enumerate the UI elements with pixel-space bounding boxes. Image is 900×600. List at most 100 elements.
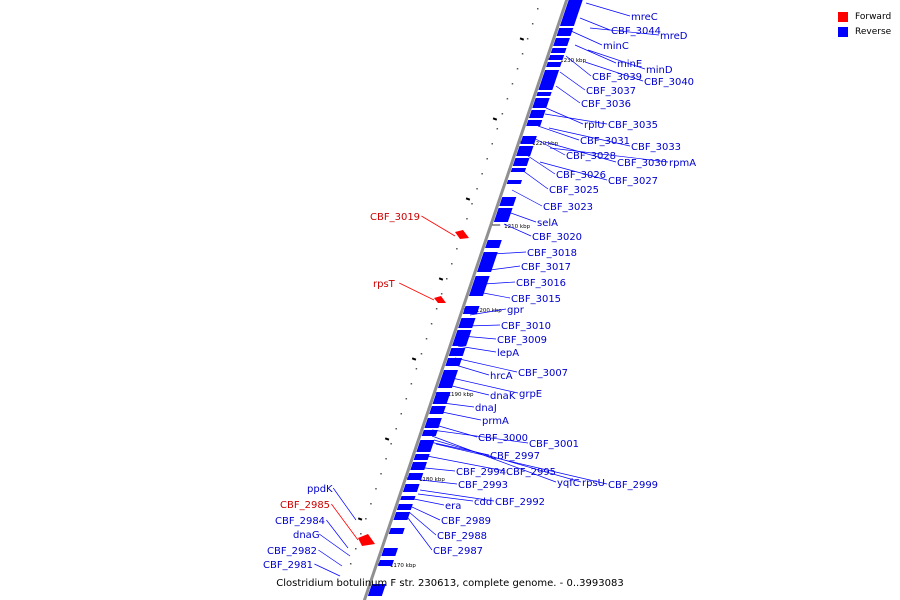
track-dot xyxy=(466,218,468,220)
gene-label[interactable]: CBF_3040 xyxy=(644,77,694,88)
track-dot xyxy=(440,293,443,295)
reverse-gene-block xyxy=(526,120,543,126)
reverse-gene-block xyxy=(528,110,546,118)
track-dot xyxy=(526,38,529,40)
gene-label[interactable]: CBF_2992 xyxy=(495,497,545,508)
track-dot xyxy=(430,323,433,325)
gene-label[interactable]: dnaJ xyxy=(475,403,497,414)
track-dash xyxy=(411,357,417,361)
scale-tick-label: 1170 kbp xyxy=(390,563,416,569)
reverse-gene-block xyxy=(520,136,537,144)
gene-label[interactable]: CBF_3020 xyxy=(532,232,582,243)
gene-label[interactable]: rpmA xyxy=(669,158,696,169)
gene-label[interactable]: CBF_3030 xyxy=(617,158,667,169)
track-dot xyxy=(390,443,392,445)
track-dot xyxy=(511,83,514,85)
gene-label[interactable]: CBF_3010 xyxy=(501,321,551,332)
track-dash xyxy=(357,517,363,521)
gene-label-forward[interactable]: CBF_3019 xyxy=(370,212,420,223)
gene-label[interactable]: CBF_3007 xyxy=(518,368,568,379)
gene-label[interactable]: minE xyxy=(617,59,642,70)
gene-label[interactable]: rpsU xyxy=(582,478,605,489)
gene-leader-line xyxy=(579,17,611,31)
gene-leader-line xyxy=(421,215,456,237)
gene-label[interactable]: CBF_3026 xyxy=(556,170,606,181)
gene-leader-line xyxy=(447,384,490,396)
gene-label[interactable]: CBF_3001 xyxy=(529,439,579,450)
gene-label[interactable]: CBF_3039 xyxy=(592,72,642,83)
gene-label[interactable]: gpr xyxy=(507,305,525,316)
gene-label[interactable]: CBF_3000 xyxy=(478,433,528,444)
gene-label[interactable]: yqfC xyxy=(557,478,580,489)
legend-forward-label: Forward xyxy=(855,11,892,22)
reverse-gene-block xyxy=(448,348,466,356)
gene-leader-line xyxy=(431,429,529,444)
gene-label[interactable]: CBF_2999 xyxy=(608,480,658,491)
gene-label[interactable]: CBF_2994 xyxy=(456,467,506,478)
track-dash xyxy=(465,197,471,201)
reverse-gene-block xyxy=(416,440,435,452)
gene-leader-line xyxy=(451,377,519,394)
gene-label[interactable]: lepA xyxy=(497,348,519,359)
forward-gene-rpst xyxy=(434,296,446,303)
gene-label[interactable]: minD xyxy=(646,65,673,76)
gene-label[interactable]: mreC xyxy=(631,12,658,23)
gene-label[interactable]: era xyxy=(445,501,461,512)
gene-label[interactable]: prmA xyxy=(482,416,509,427)
gene-leader-line xyxy=(326,519,349,549)
gene-label[interactable]: mreD xyxy=(660,31,688,42)
gene-label[interactable]: ppdK xyxy=(307,484,333,495)
gene-label[interactable]: CBF_2987 xyxy=(433,546,483,557)
gene-label[interactable]: rplU xyxy=(584,120,605,131)
gene-leader-line xyxy=(469,308,507,316)
gene-leader-line xyxy=(419,489,495,502)
gene-label[interactable]: CBF_2997 xyxy=(490,451,540,462)
track-dot xyxy=(476,188,478,190)
gene-label[interactable]: CBF_3025 xyxy=(549,185,599,196)
gene-label[interactable]: CBF_3018 xyxy=(527,248,577,259)
reverse-gene-block xyxy=(462,306,480,314)
gene-label[interactable]: cdd xyxy=(474,497,492,508)
gene-label[interactable]: CBF_2993 xyxy=(458,480,508,491)
gene-label-forward[interactable]: rpsT xyxy=(373,279,396,290)
gene-label[interactable]: hrcA xyxy=(490,371,513,382)
legend-reverse: Reverse xyxy=(838,24,891,39)
reverse-gene-block xyxy=(429,406,446,414)
gene-label[interactable]: CBF_3037 xyxy=(586,86,636,97)
gene-leader-line xyxy=(585,2,631,17)
reverse-gene-block xyxy=(452,330,472,346)
track-dot xyxy=(385,458,387,460)
gene-label[interactable]: CBF_3016 xyxy=(516,278,566,289)
track-dot xyxy=(471,203,473,205)
gene-label[interactable]: CBF_3035 xyxy=(608,120,658,131)
gene-label[interactable]: selA xyxy=(537,218,558,229)
gene-label[interactable]: CBF_2988 xyxy=(437,531,487,542)
gene-label[interactable]: CBF_3027 xyxy=(608,176,658,187)
gene-label[interactable]: CBF_2981 xyxy=(263,560,313,571)
gene-label[interactable]: CBF_3023 xyxy=(543,202,593,213)
gene-label[interactable]: CBF_3028 xyxy=(566,151,616,162)
reverse-gene-block xyxy=(553,38,570,46)
track-dot xyxy=(400,413,403,415)
track-dot xyxy=(501,113,504,115)
gene-leader-line xyxy=(544,113,608,125)
gene-label[interactable]: dnaG xyxy=(293,530,320,541)
gene-label[interactable]: CBF_2982 xyxy=(267,546,317,557)
gene-leader-line xyxy=(570,30,603,46)
gene-leader-line xyxy=(314,563,341,577)
gene-label[interactable]: dnaK xyxy=(490,391,516,402)
gene-label[interactable]: CBF_3009 xyxy=(497,335,547,346)
gene-label[interactable]: CBF_3036 xyxy=(581,99,631,110)
gene-label-forward[interactable]: CBF_2985 xyxy=(280,500,330,511)
gene-label[interactable]: CBF_2989 xyxy=(441,516,491,527)
gene-label[interactable]: CBF_3017 xyxy=(521,262,571,273)
gene-leader-line xyxy=(318,549,343,567)
gene-label[interactable]: CBF_2984 xyxy=(275,516,325,527)
gene-label[interactable]: CBF_3044 xyxy=(611,26,661,37)
gene-label[interactable]: CBF_3031 xyxy=(580,136,630,147)
reverse-gene-block xyxy=(458,318,476,328)
gene-label[interactable]: grpE xyxy=(519,389,542,400)
gene-label[interactable]: minC xyxy=(603,41,629,52)
gene-label[interactable]: CBF_3033 xyxy=(631,142,681,153)
gene-label[interactable]: CBF_3015 xyxy=(511,294,561,305)
